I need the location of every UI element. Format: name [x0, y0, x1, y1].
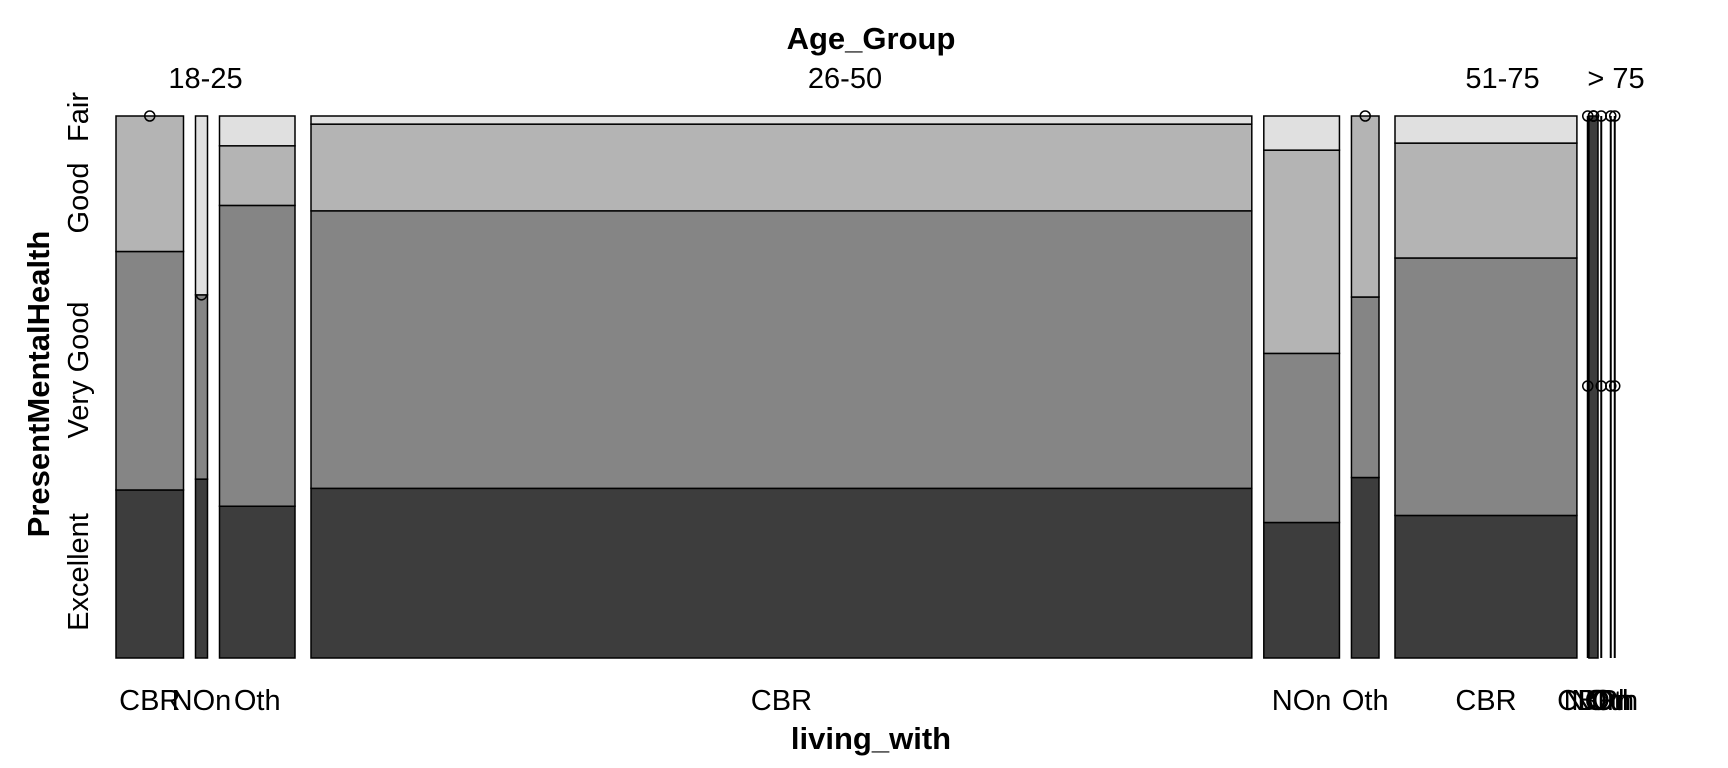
mosaic-tiles: [115, 110, 1621, 659]
tile-fair: [1263, 115, 1341, 151]
mosaic-cell: [194, 115, 209, 659]
mosaic-cell: [1350, 110, 1380, 659]
x-tick-label: Oth: [1587, 685, 1634, 717]
tile-fair: [1394, 115, 1578, 144]
y-tick-label: Fair: [63, 92, 95, 142]
x-tick-label: NOn: [1571, 685, 1631, 717]
tile-good: [115, 115, 185, 253]
tile-fair: [194, 115, 209, 296]
tile-very-good: [310, 210, 1253, 490]
tile-excellent: [194, 478, 209, 659]
y-tick-label: Good: [63, 163, 95, 234]
empty-marker: [1609, 380, 1621, 392]
group-label: 51-75: [1465, 63, 1539, 95]
empty-marker: [1595, 110, 1607, 122]
empty-marker: [1582, 380, 1594, 392]
tile-excellent: [115, 489, 185, 659]
x-tick-label: Oth: [1342, 685, 1389, 717]
mosaic-cell: [1609, 110, 1621, 658]
x-tick-label: CBR: [119, 685, 180, 717]
mosaic-cell: [1394, 115, 1578, 659]
mosaic-cell: [1595, 110, 1607, 658]
x-tick-label: NOn: [1272, 685, 1332, 717]
x-tick-label: Oth: [234, 685, 281, 717]
tile-excellent: [1263, 521, 1341, 659]
tile-very-good: [1394, 257, 1578, 517]
x-tick-label: CBR: [1455, 685, 1516, 717]
mosaic-cell: [115, 110, 185, 659]
tile-good: [1394, 142, 1578, 259]
empty-marker: [1609, 110, 1621, 122]
zero-marker: [1359, 110, 1371, 122]
mosaic-cell: [310, 115, 1253, 659]
tile-excellent: [1350, 476, 1380, 659]
x-tick-label: NOn: [172, 685, 232, 717]
zero-marker: [144, 110, 156, 122]
empty-marker: [1595, 380, 1607, 392]
tile-fair: [218, 115, 296, 147]
tile-very-good: [1350, 296, 1380, 479]
mosaic-cell: [1582, 110, 1594, 658]
group-label: > 75: [1587, 63, 1644, 95]
x-tick-label: Oth: [1591, 685, 1638, 717]
group-label: 18-25: [168, 63, 242, 95]
x-tick-label: NOn: [1564, 685, 1624, 717]
empty-marker: [1582, 110, 1594, 122]
tile-good: [1350, 115, 1380, 298]
tile-very-good: [115, 250, 185, 491]
x-axis-label: living_with: [791, 721, 951, 756]
tile-good: [310, 123, 1253, 212]
tile-very-good: [194, 294, 209, 480]
tile-good: [1263, 149, 1341, 355]
group-label: 26-50: [808, 63, 882, 95]
y-tick-label: Excellent: [63, 513, 95, 631]
group-labels: 18-25 26-50 51-75 > 75: [168, 63, 1644, 95]
chart-title: Age_Group: [787, 21, 956, 56]
tile-excellent: [310, 487, 1253, 659]
tile-very-good: [1263, 352, 1341, 524]
tile-fair: [310, 115, 1253, 125]
tile-excellent: [1394, 514, 1578, 659]
tile-good: [218, 145, 296, 207]
x-tick-label: CBR: [1557, 685, 1618, 717]
tile-very-good: [218, 204, 296, 507]
y-axis-label: PresentMentalHealth: [21, 231, 56, 538]
y-tick-label: Very Good: [63, 301, 95, 438]
y-axis-ticks: Excellent Very Good Good Fair: [63, 92, 95, 631]
mosaic-cell: [218, 115, 296, 659]
tile-excellent: [218, 505, 296, 659]
mosaic-cell: [1263, 115, 1341, 659]
x-tick-label: CBR: [751, 685, 812, 717]
